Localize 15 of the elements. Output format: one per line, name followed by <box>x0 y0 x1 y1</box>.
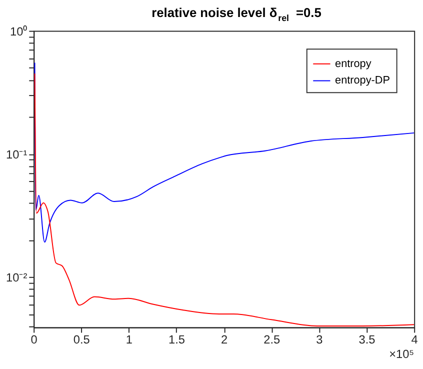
x-tick-label: 0 <box>30 332 38 347</box>
x-tick-label: 3 <box>316 332 324 347</box>
legend-label: entropy-DP <box>335 74 390 87</box>
x-tick-label: 2 <box>221 332 228 347</box>
x-tick-label: 4 <box>411 332 418 347</box>
y-tick-label: 10⁰ <box>10 24 28 38</box>
x-tick-label: 1 <box>126 332 133 347</box>
legend-label: entropy <box>335 58 372 70</box>
y-tick-label: 10⁻¹ <box>6 147 28 162</box>
x-tick-label: 1.5 <box>168 332 186 347</box>
y-tick-label: 10⁻² <box>6 270 28 284</box>
x-tick-label: 0.5 <box>73 332 90 347</box>
text: ×10⁵ <box>389 346 414 361</box>
x-tick-label: 3.5 <box>358 332 376 347</box>
x-tick-label: 2.5 <box>264 332 281 347</box>
